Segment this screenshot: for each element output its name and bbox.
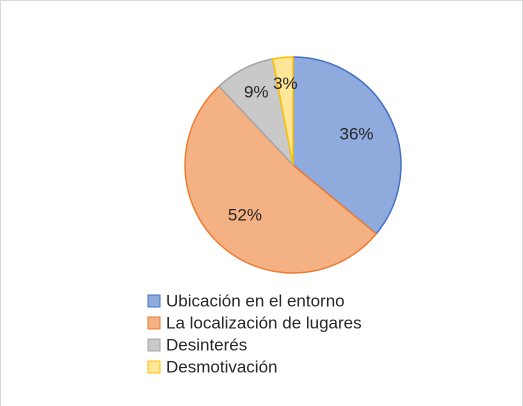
pie-slice <box>292 56 402 235</box>
pie-slice <box>271 56 294 166</box>
data-label: 52% <box>228 206 262 225</box>
legend-swatch <box>147 316 161 330</box>
legend-label: Desinterés <box>166 335 247 354</box>
data-label: 9% <box>244 82 269 101</box>
legend-label: Desmotivación <box>166 357 278 376</box>
legend-label: La localización de lugares <box>166 313 362 332</box>
legend-swatch <box>147 294 161 308</box>
legend-label: Ubicación en el entorno <box>166 291 345 310</box>
pie-slice <box>184 85 378 274</box>
legend-swatch <box>147 360 161 374</box>
legend-swatch <box>147 338 161 352</box>
data-label: 3% <box>273 74 298 93</box>
data-label: 36% <box>340 125 374 144</box>
